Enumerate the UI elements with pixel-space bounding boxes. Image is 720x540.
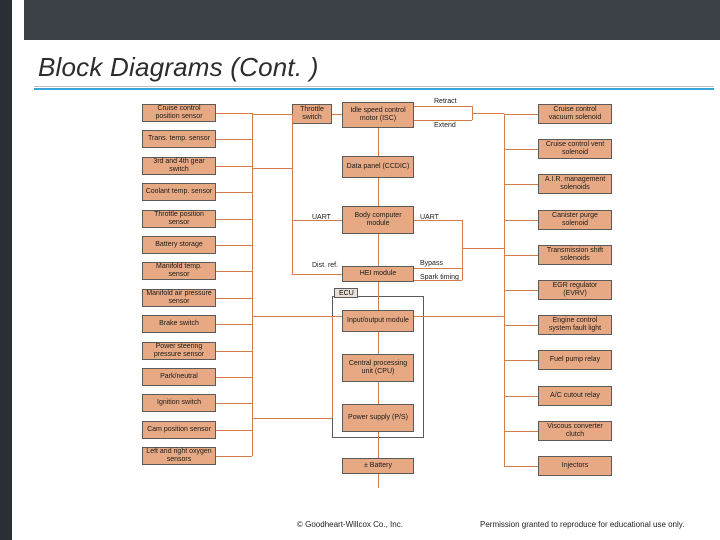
node-fault-light: Engine control system fault light	[538, 315, 612, 335]
edge-fuel-pump-stub	[504, 360, 538, 361]
edge-gear-switch-stub	[216, 166, 252, 167]
edge-air-mgmt-stub	[504, 184, 538, 185]
edge-ac-cutout-stub	[504, 396, 538, 397]
edge-uart-left	[292, 220, 342, 221]
edge-left-trunk	[252, 113, 253, 456]
edge-ps-batt	[378, 432, 379, 458]
edge-extend	[414, 120, 472, 121]
node-vent-solenoid: Cruise control vent solenoid	[538, 139, 612, 159]
edge-coolant-temp-stub	[216, 192, 252, 193]
node-ac-cutout: A/C cutout relay	[538, 386, 612, 406]
edge-left-vert-lower	[332, 316, 333, 418]
edge-left-to-io	[252, 316, 342, 317]
footer-copyright: © Goodheart-Willcox Co., Inc.	[297, 520, 403, 529]
block-diagram: Cruise control position sensor Trans. tem…	[142, 98, 614, 508]
node-gear-switch: 3rd and 4th gear switch	[142, 157, 216, 175]
node-battery: ± Battery	[342, 458, 414, 474]
page-title: Block Diagrams (Cont. )	[38, 52, 319, 83]
edge-io-cpu	[378, 332, 379, 354]
edge-ignition-stub	[216, 403, 252, 404]
edge-pwr-steer-stub	[216, 351, 252, 352]
edge-cruise-pos-stub	[216, 113, 252, 114]
edge-right-trunk	[504, 114, 505, 466]
divider-grey	[34, 86, 714, 87]
node-throttle-switch: Throttle switch	[292, 104, 332, 124]
dark-sidebar	[0, 0, 12, 540]
edge-egr-stub	[504, 290, 538, 291]
node-injectors: Injectors	[538, 456, 612, 476]
node-throttle-pos: Throttle position sensor	[142, 210, 216, 228]
node-body-cpu: Body computer module	[342, 206, 414, 234]
edge-left-ps	[252, 418, 332, 419]
node-ccdic: Data panel (CCDIC)	[342, 156, 414, 178]
node-trans-temp: Trans. temp. sensor	[142, 130, 216, 148]
edge-batt-down	[378, 474, 379, 488]
edge-vac-solenoid-stub	[504, 114, 538, 115]
node-cruise-pos: Cruise control position sensor	[142, 104, 216, 122]
slide: Block Diagrams (Cont. ) Cruise control p…	[12, 0, 720, 540]
edge-injectors-stub	[504, 466, 538, 467]
edge-cpu-ps	[378, 382, 379, 404]
label-extend: Extend	[434, 122, 456, 129]
edge-left-ccdic	[252, 168, 292, 169]
edge-bypass	[414, 268, 462, 269]
node-park-neutral: Park/neutral	[142, 368, 216, 386]
ecu-label: ECU	[334, 288, 358, 298]
node-o2: Left and right oxygen sensors	[142, 447, 216, 465]
edge-brake-switch-stub	[216, 324, 252, 325]
label-bypass: Bypass	[420, 260, 443, 267]
edge-throttle-isc	[332, 114, 342, 115]
edge-vent-solenoid-stub	[504, 149, 538, 150]
node-trans-shift: Transmission shift solenoids	[538, 245, 612, 265]
node-manifold-air: Manifold air pressure sensor	[142, 289, 216, 307]
edge-left-vert-upper	[292, 114, 293, 274]
node-brake-switch: Brake switch	[142, 315, 216, 333]
edge-isc-right	[472, 113, 504, 114]
edge-ccdic-body	[378, 178, 379, 206]
node-hei: HEI module	[342, 266, 414, 282]
node-ignition: Ignition switch	[142, 394, 216, 412]
edge-left-throttle	[252, 114, 292, 115]
edge-manifold-temp-stub	[216, 271, 252, 272]
edge-hei-io	[378, 282, 379, 310]
edge-right-to-io	[414, 316, 504, 317]
node-coolant-temp: Coolant temp. sensor	[142, 183, 216, 201]
edge-right-mid	[462, 248, 504, 249]
edge-o2-stub	[216, 456, 252, 457]
node-pwr-steer: Power steering pressure sensor	[142, 342, 216, 360]
node-vac-solenoid: Cruise control vacuum solenoid	[538, 104, 612, 124]
edge-canister-stub	[504, 220, 538, 221]
node-cam-pos: Cam position sensor	[142, 421, 216, 439]
ecu-box	[332, 296, 424, 438]
node-viscous: Viscous converter clutch	[538, 421, 612, 441]
edge-manifold-air-stub	[216, 298, 252, 299]
node-batt-storage: Battery storage	[142, 236, 216, 254]
node-canister: Canister purge solenoid	[538, 210, 612, 230]
node-manifold-temp: Manifold temp. sensor	[142, 262, 216, 280]
node-egr: EGR regulator (EVRV)	[538, 280, 612, 300]
edge-uart-right	[414, 220, 462, 221]
edge-trans-shift-stub	[504, 255, 538, 256]
edge-distref	[292, 274, 342, 275]
edge-retract	[414, 106, 472, 107]
label-dist-ref: Dist. ref.	[312, 262, 338, 269]
edge-right-vert-upper	[462, 220, 463, 280]
edge-park-neutral-stub	[216, 377, 252, 378]
divider-accent	[34, 88, 714, 90]
edge-body-hei	[378, 234, 379, 266]
edge-batt-storage-stub	[216, 245, 252, 246]
node-air-mgmt: A.I.R. management solenoids	[538, 174, 612, 194]
node-isc: Idle speed control motor (ISC)	[342, 102, 414, 128]
edge-isc-ccdic	[378, 128, 379, 156]
edge-throttle-pos-stub	[216, 219, 252, 220]
edge-spark	[414, 280, 462, 281]
footer-permission: Permission granted to reproduce for educ…	[480, 520, 684, 529]
edge-viscous-stub	[504, 431, 538, 432]
label-retract: Retract	[434, 98, 457, 105]
edge-fault-light-stub	[504, 325, 538, 326]
top-dark-band	[24, 0, 720, 40]
node-fuel-pump: Fuel pump relay	[538, 350, 612, 370]
edge-trans-temp-stub	[216, 139, 252, 140]
edge-cam-pos-stub	[216, 430, 252, 431]
